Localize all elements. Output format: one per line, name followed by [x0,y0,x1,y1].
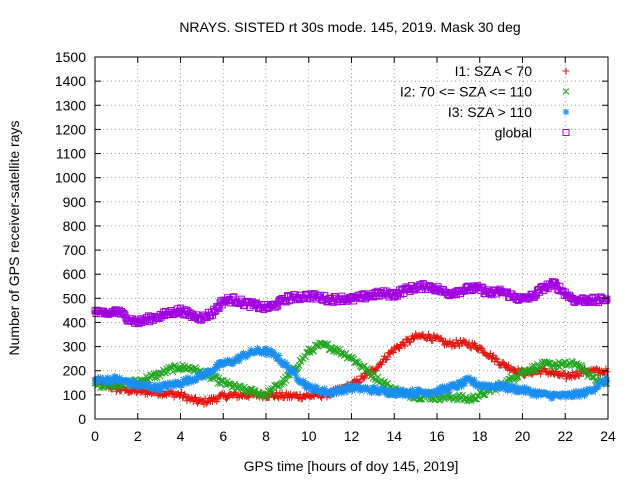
x-tick-label: 0 [91,428,99,444]
series-layer [91,278,611,409]
legend-label: global [495,125,532,141]
y-tick-label: 100 [63,387,87,403]
legend-label: I3: SZA > 110 [448,104,532,120]
x-tick-label: 16 [429,428,445,444]
legend-marker [562,67,570,75]
y-tick-label: 300 [63,339,87,355]
x-tick-label: 8 [262,428,270,444]
y-tick-label: 0 [78,411,86,427]
data-point [274,351,283,360]
y-tick-label: 200 [63,363,87,379]
y-tick-label: 1100 [56,146,86,162]
legend-marker [562,88,570,95]
x-tick-label: 12 [344,428,360,444]
x-tick-label: 2 [134,428,142,444]
x-tick-label: 24 [600,428,616,444]
legend-label: I1: SZA < 70 [455,63,533,79]
legend-label: I2: 70 <= SZA <= 110 [400,84,532,100]
data-point [444,386,453,395]
y-axis-label: Number of GPS receiver-satellite rays [6,121,22,356]
y-tick-label: 600 [63,266,87,282]
x-tick-label: 22 [557,428,573,444]
data-point [602,376,611,385]
y-tick-label: 1200 [55,121,86,137]
axis-ticks: 0100200300400500600700800900100011001200… [55,49,616,444]
y-tick-label: 1000 [55,170,86,186]
legend: I1: SZA < 70 I2: 70 <= SZA <= 110 I3: SZA … [400,63,570,141]
x-tick-label: 18 [472,428,488,444]
y-tick-label: 800 [63,218,87,234]
legend-marker [562,108,570,116]
x-tick-label: 10 [301,428,317,444]
chart-title: NRAYS. SISTED rt 30s mode. 145, 2019. Ma… [179,19,520,35]
y-tick-label: 1500 [55,49,86,65]
y-tick-label: 400 [63,314,87,330]
grid [95,57,608,419]
x-axis-label: GPS time [hours of doy 145, 2019] [244,458,459,474]
x-tick-label: 6 [219,428,227,444]
x-tick-label: 14 [386,428,402,444]
x-tick-label: 4 [177,428,185,444]
x-tick-label: 20 [515,428,531,444]
y-tick-label: 900 [63,194,87,210]
y-tick-label: 500 [63,290,87,306]
y-tick-label: 1400 [55,73,86,89]
legend-marker [562,129,570,136]
y-tick-label: 700 [63,242,87,258]
series-square [91,278,611,328]
y-tick-label: 1300 [55,97,86,113]
